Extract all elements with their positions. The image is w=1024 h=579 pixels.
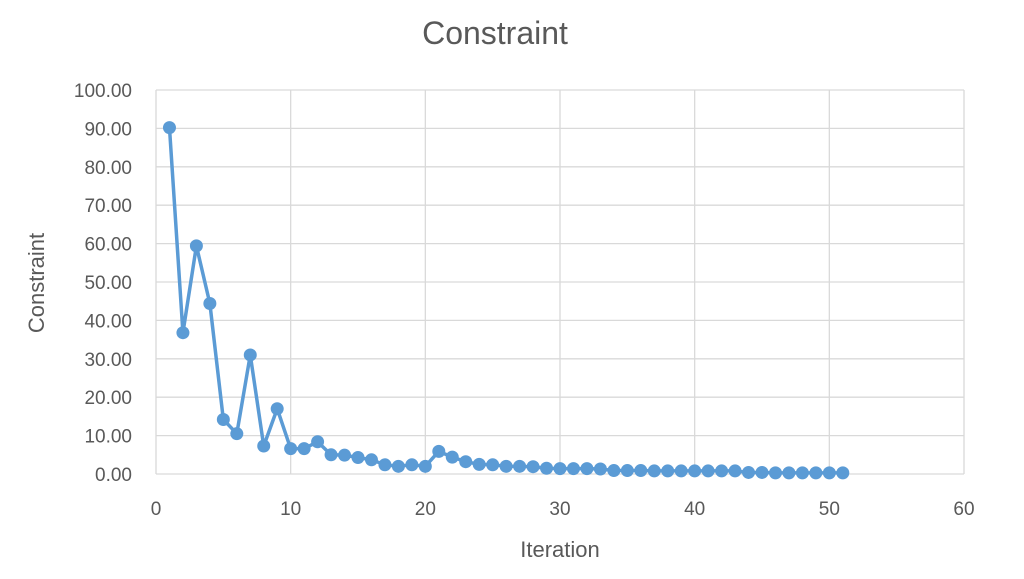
data-point	[432, 444, 446, 458]
data-point	[391, 459, 405, 473]
data-point	[284, 442, 298, 456]
data-point	[674, 464, 688, 478]
data-point	[216, 412, 230, 426]
data-point	[836, 466, 850, 480]
data-point	[472, 457, 486, 471]
data-point	[634, 464, 648, 478]
data-point	[620, 464, 634, 478]
data-point	[162, 121, 176, 135]
data-point	[715, 464, 729, 478]
data-point	[459, 455, 473, 469]
data-point	[580, 462, 594, 476]
x-tick-label: 60	[953, 499, 974, 520]
data-point	[593, 462, 607, 476]
data-point	[364, 453, 378, 467]
data-point	[203, 297, 217, 311]
data-point	[189, 239, 203, 253]
data-point	[513, 459, 527, 473]
data-point	[338, 448, 352, 462]
data-point	[230, 427, 244, 441]
chart-title: Constraint	[422, 15, 568, 51]
data-point	[701, 464, 715, 478]
gridlines	[155, 89, 965, 475]
y-tick-label: 40.00	[84, 311, 132, 332]
data-point	[324, 448, 338, 462]
series-line	[167, 127, 843, 475]
y-tick-label: 90.00	[84, 119, 132, 140]
y-tick-label: 10.00	[84, 427, 132, 448]
data-point	[486, 458, 500, 472]
data-point	[768, 466, 782, 480]
y-tick-label: 0.00	[95, 465, 132, 486]
data-point	[755, 465, 769, 479]
x-tick-label: 0	[151, 499, 162, 520]
x-tick-label: 40	[684, 499, 705, 520]
data-point	[566, 462, 580, 476]
data-point	[809, 466, 823, 480]
data-point	[176, 326, 190, 340]
data-point	[499, 459, 513, 473]
x-tick-label: 30	[549, 499, 570, 520]
data-point	[378, 458, 392, 472]
data-point	[540, 461, 554, 475]
data-point	[795, 466, 809, 480]
data-point	[445, 450, 459, 464]
y-tick-label: 60.00	[84, 235, 132, 256]
data-point	[405, 458, 419, 472]
data-point	[270, 402, 284, 416]
y-tick-label: 20.00	[84, 388, 132, 409]
y-tick-label: 30.00	[84, 350, 132, 371]
data-point	[822, 466, 836, 480]
data-point	[782, 466, 796, 480]
data-point	[688, 464, 702, 478]
data-point	[257, 439, 271, 453]
data-series	[162, 121, 850, 480]
y-axis-label: Constraint	[24, 233, 49, 333]
data-point	[661, 464, 675, 478]
data-point	[351, 450, 365, 464]
x-tick-label: 20	[415, 499, 436, 520]
y-tick-label: 50.00	[84, 273, 132, 294]
data-point	[526, 460, 540, 474]
data-point	[728, 464, 742, 478]
tick-labels: 0.00 10.00 20.00 30.00 40.00 50.00 60.00 70.00 8…	[74, 81, 975, 520]
y-tick-label: 70.00	[84, 196, 132, 217]
y-tick-label: 100.00	[74, 81, 132, 102]
data-point	[553, 462, 567, 476]
x-tick-label: 50	[819, 499, 840, 520]
data-point	[243, 348, 257, 362]
data-point	[742, 465, 756, 479]
data-point	[647, 464, 661, 478]
data-point	[418, 459, 432, 473]
x-axis-label: Iteration	[520, 537, 600, 562]
data-point	[311, 435, 325, 449]
x-tick-label: 10	[280, 499, 301, 520]
data-point	[297, 442, 311, 456]
data-point	[607, 464, 621, 478]
y-tick-label: 80.00	[84, 158, 132, 179]
